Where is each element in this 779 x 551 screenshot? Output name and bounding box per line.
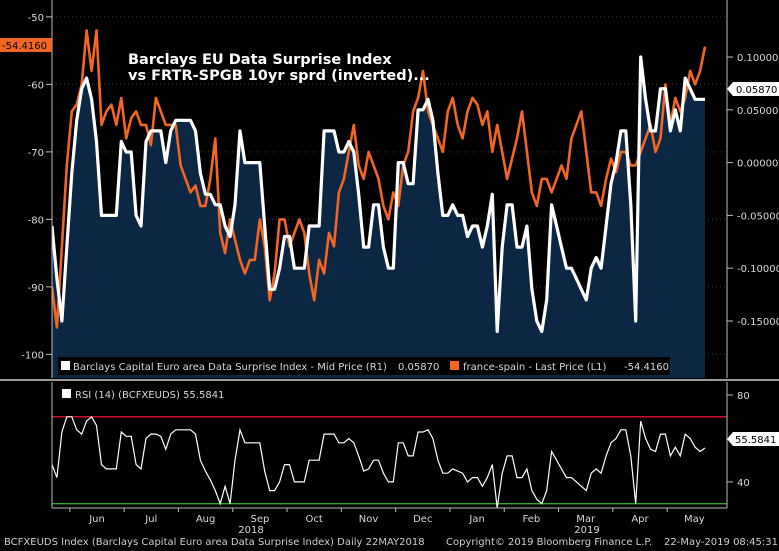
right-axis-tick-label: 0.10000 <box>737 53 778 64</box>
x-axis-year-labels: 2018 2019 <box>238 525 599 536</box>
right-axis-ticks: 0.10000 0.05000 0.00000 -0.05000 -0.10000 -0.… <box>727 53 779 328</box>
left-last-value-tag: -54.4160 <box>0 38 52 52</box>
x-axis-month-label: May <box>684 514 705 525</box>
rsi-panel: 806040 RSI (14) (BCFXEUDS) 55.5841 55.58… <box>51 382 779 508</box>
x-axis-month-label: Dec <box>413 514 432 525</box>
rsi-line <box>52 415 706 508</box>
chart-subtitle: vs FRTR-SPGB 10yr sprd (inverted)... <box>128 68 430 84</box>
main-legend: Barclays Capital Euro area Data Surprise… <box>58 357 670 375</box>
x-axis-month-label: Nov <box>359 514 379 525</box>
left-axis-tick-label: -70 <box>28 148 44 159</box>
x-axis-ticks <box>69 508 668 512</box>
x-axis-month-label: Sep <box>250 514 269 525</box>
right-last-value-tag: 0.05870 <box>727 82 779 96</box>
x-axis-month-label: Apr <box>631 514 649 525</box>
x-axis-month-label: Jul <box>144 514 157 525</box>
left-axis-tick-label: -90 <box>28 283 44 294</box>
left-axis-tick-label: -100 <box>21 350 44 361</box>
legend-label-spread: france-spain - Last Price (L1) <box>463 362 607 373</box>
right-axis-tick-label: -0.10000 <box>737 264 779 275</box>
main-panel: -50 -60 -70 -80 -90 -100 0.10000 0.05000 0.0000… <box>0 0 779 378</box>
rsi-legend-label: RSI (14) (BCFXEUDS) 55.5841 <box>75 390 224 401</box>
rsi-axis-tick-label: 80 <box>737 391 750 402</box>
x-axis-month-labels: Jun Jul Aug Sep Oct Nov Dec Jan Feb Mar Apr May <box>88 514 705 525</box>
footer-copyright: Copyright© 2019 Bloomberg Finance L.P. <box>446 537 653 548</box>
x-axis-month-label: Feb <box>523 514 541 525</box>
rsi-reference-lines <box>52 416 727 505</box>
left-axis-ticks: -50 -60 -70 -80 -90 -100 <box>21 13 52 361</box>
footer-security: BCFXEUDS Index (Barclays Capital Euro ar… <box>4 537 425 548</box>
right-axis-tick-label: -0.15000 <box>737 317 779 328</box>
surprise-index-line <box>52 55 705 334</box>
footer-timestamp: 22-May-2019 08:45:31 <box>664 537 778 548</box>
legend-value-spread: -54.4160 <box>624 362 669 373</box>
rsi-axis-tick-label: 40 <box>737 478 750 489</box>
left-axis-tick-label: -60 <box>28 80 44 91</box>
x-axis-month-label: Aug <box>196 514 216 525</box>
right-last-value: 0.05870 <box>736 85 777 96</box>
x-axis-month-label: Oct <box>306 514 323 525</box>
x-axis-month-label: Mar <box>576 514 596 525</box>
x-axis-year-label: 2018 <box>238 525 263 536</box>
left-last-value: -54.4160 <box>2 41 47 52</box>
left-axis-tick-label: -50 <box>28 13 44 24</box>
x-axis-month-label: Jun <box>88 514 105 525</box>
footer: BCFXEUDS Index (Barclays Capital Euro ar… <box>0 535 779 551</box>
right-axis-tick-label: 0.00000 <box>737 159 778 170</box>
legend-swatch-surprise <box>61 361 70 370</box>
rsi-legend-swatch <box>62 389 71 398</box>
chart-title: Barclays EU Data Surprise Index <box>128 52 392 68</box>
right-axis-tick-label: -0.05000 <box>737 211 779 222</box>
legend-swatch-spread <box>450 361 459 370</box>
right-axis-tick-label: 0.05000 <box>737 106 778 117</box>
legend-label-surprise: Barclays Capital Euro area Data Surprise… <box>73 362 387 373</box>
left-axis-tick-label: -80 <box>28 215 44 226</box>
rsi-last-value-tag: 55.5841 <box>727 432 779 446</box>
x-axis-month-label: Jan <box>468 514 484 525</box>
france-spain-line <box>52 29 707 329</box>
rsi-last-value: 55.5841 <box>735 435 776 446</box>
legend-value-surprise: 0.05870 <box>398 362 439 373</box>
rsi-legend: RSI (14) (BCFXEUDS) 55.5841 <box>62 389 224 401</box>
x-axis-year-label: 2019 <box>574 525 599 536</box>
